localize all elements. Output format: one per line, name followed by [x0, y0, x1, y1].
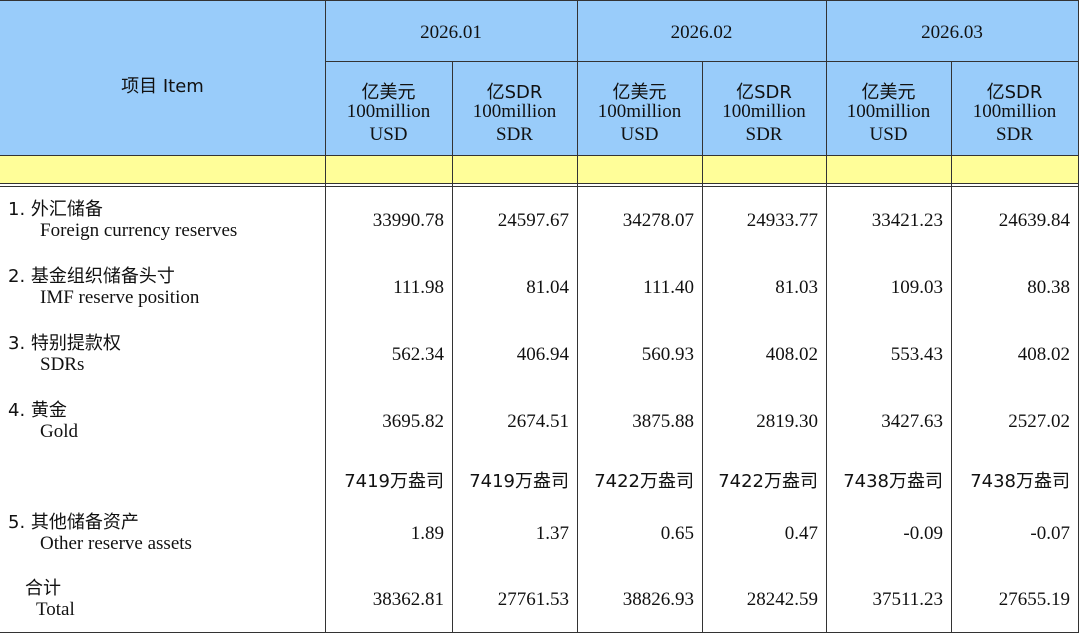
cell-value: 7419万盎司	[344, 471, 444, 492]
row-label-cn: 3. 特别提款权	[8, 333, 121, 354]
row-label-cn: 2. 基金组织储备头寸	[8, 266, 175, 287]
unit-en: 100million	[472, 101, 557, 122]
cell-value: 7438万盎司	[970, 471, 1070, 492]
cell-value: 38826.93	[622, 588, 694, 610]
period: 2026.03	[921, 22, 983, 43]
cell-value: -0.09	[903, 523, 943, 544]
cell-value: 111.40	[643, 277, 694, 298]
unit-en: 100million	[972, 101, 1057, 122]
unit-cn: 亿美元	[861, 82, 916, 103]
cell-value: 3875.88	[632, 411, 694, 432]
cell-value: 406.94	[516, 344, 569, 365]
cell-value: 33990.78	[372, 210, 444, 231]
cell-value: 562.34	[391, 344, 444, 365]
cell-value: 0.47	[784, 523, 818, 544]
cell-value: 33421.23	[871, 210, 943, 231]
rule	[0, 0, 1078, 1]
cell-value: 408.02	[1017, 344, 1070, 365]
row-label-en: IMF reserve position	[40, 287, 200, 308]
cell-value: 3695.82	[382, 411, 444, 432]
row-label-cn: 合计	[25, 578, 61, 599]
cell-value: 553.43	[890, 344, 943, 365]
yellow-band	[0, 155, 1078, 183]
cell-value: 7438万盎司	[843, 471, 943, 492]
period: 2026.02	[670, 22, 733, 43]
rule	[0, 183, 1078, 184]
cell-value: 81.03	[775, 277, 818, 298]
col-rule	[325, 0, 326, 633]
col-rule	[1078, 0, 1079, 633]
cell-value: 81.04	[526, 277, 569, 298]
cell-value: -0.07	[1030, 523, 1070, 544]
cell-value: 34278.07	[622, 210, 694, 231]
cell-value: 27761.53	[497, 588, 569, 610]
item-header: 项目 Item	[121, 76, 204, 97]
col-rule	[702, 61, 703, 633]
cell-value: 24597.67	[497, 210, 569, 231]
rule	[0, 186, 1078, 187]
row-label-cn: 5. 其他储备资产	[8, 512, 139, 533]
cell-value: 2674.51	[507, 411, 569, 432]
unit-code: SDR	[745, 124, 783, 145]
cell-value: 0.65	[660, 523, 694, 544]
unit-code: SDR	[496, 124, 533, 145]
cell-value: 24933.77	[746, 210, 818, 231]
unit-en: 100million	[346, 101, 431, 122]
cell-value: 408.02	[765, 344, 818, 365]
period: 2026.01	[420, 22, 482, 43]
unit-en: 100million	[846, 101, 931, 122]
cell-value: 27655.19	[998, 588, 1070, 610]
cell-value: 38362.81	[372, 588, 444, 610]
col-rule	[826, 0, 827, 633]
col-rule	[577, 0, 578, 633]
rule	[325, 61, 1078, 62]
unit-cn: 亿SDR	[736, 82, 792, 103]
row-label-en: Total	[36, 599, 75, 620]
cell-value: 2819.30	[756, 411, 818, 432]
unit-code: SDR	[996, 124, 1033, 145]
unit-cn: 亿SDR	[486, 82, 543, 103]
cell-value: 37511.23	[872, 588, 943, 610]
cell-value: 560.93	[641, 344, 694, 365]
cell-value: 7422万盎司	[718, 471, 818, 492]
cell-value: 3427.63	[881, 411, 943, 432]
cell-value: 109.03	[890, 277, 943, 298]
cell-value: 28242.59	[746, 588, 818, 610]
row-label-cn: 4. 黄金	[8, 400, 67, 421]
unit-cn: 亿SDR	[986, 82, 1043, 103]
cell-value: 1.89	[410, 523, 444, 544]
cell-value: 111.98	[393, 277, 444, 298]
unit-cn: 亿美元	[612, 82, 667, 103]
unit-en: 100million	[597, 101, 682, 122]
row-label-en: Foreign currency reserves	[40, 220, 238, 241]
row-label-cn: 1. 外汇储备	[8, 199, 103, 220]
col-rule	[452, 61, 453, 633]
unit-code: USD	[620, 124, 659, 145]
row-label-en: SDRs	[40, 354, 85, 375]
row-label-en: Other reserve assets	[40, 533, 192, 554]
col-rule	[951, 61, 952, 633]
header-bg	[0, 0, 1078, 155]
cell-value: 80.38	[1027, 277, 1070, 298]
cell-value: 7419万盎司	[469, 471, 569, 492]
row-label-en: Gold	[40, 421, 78, 442]
cell-value: 24639.84	[998, 210, 1070, 231]
unit-en: 100million	[722, 101, 806, 122]
unit-code: USD	[869, 124, 908, 145]
rule	[0, 155, 1078, 156]
unit-cn: 亿美元	[361, 82, 416, 103]
cell-value: 7422万盎司	[594, 471, 694, 492]
rule	[0, 632, 1078, 633]
unit-code: USD	[369, 124, 408, 145]
cell-value: 2527.02	[1008, 411, 1070, 432]
cell-value: 1.37	[535, 523, 569, 544]
